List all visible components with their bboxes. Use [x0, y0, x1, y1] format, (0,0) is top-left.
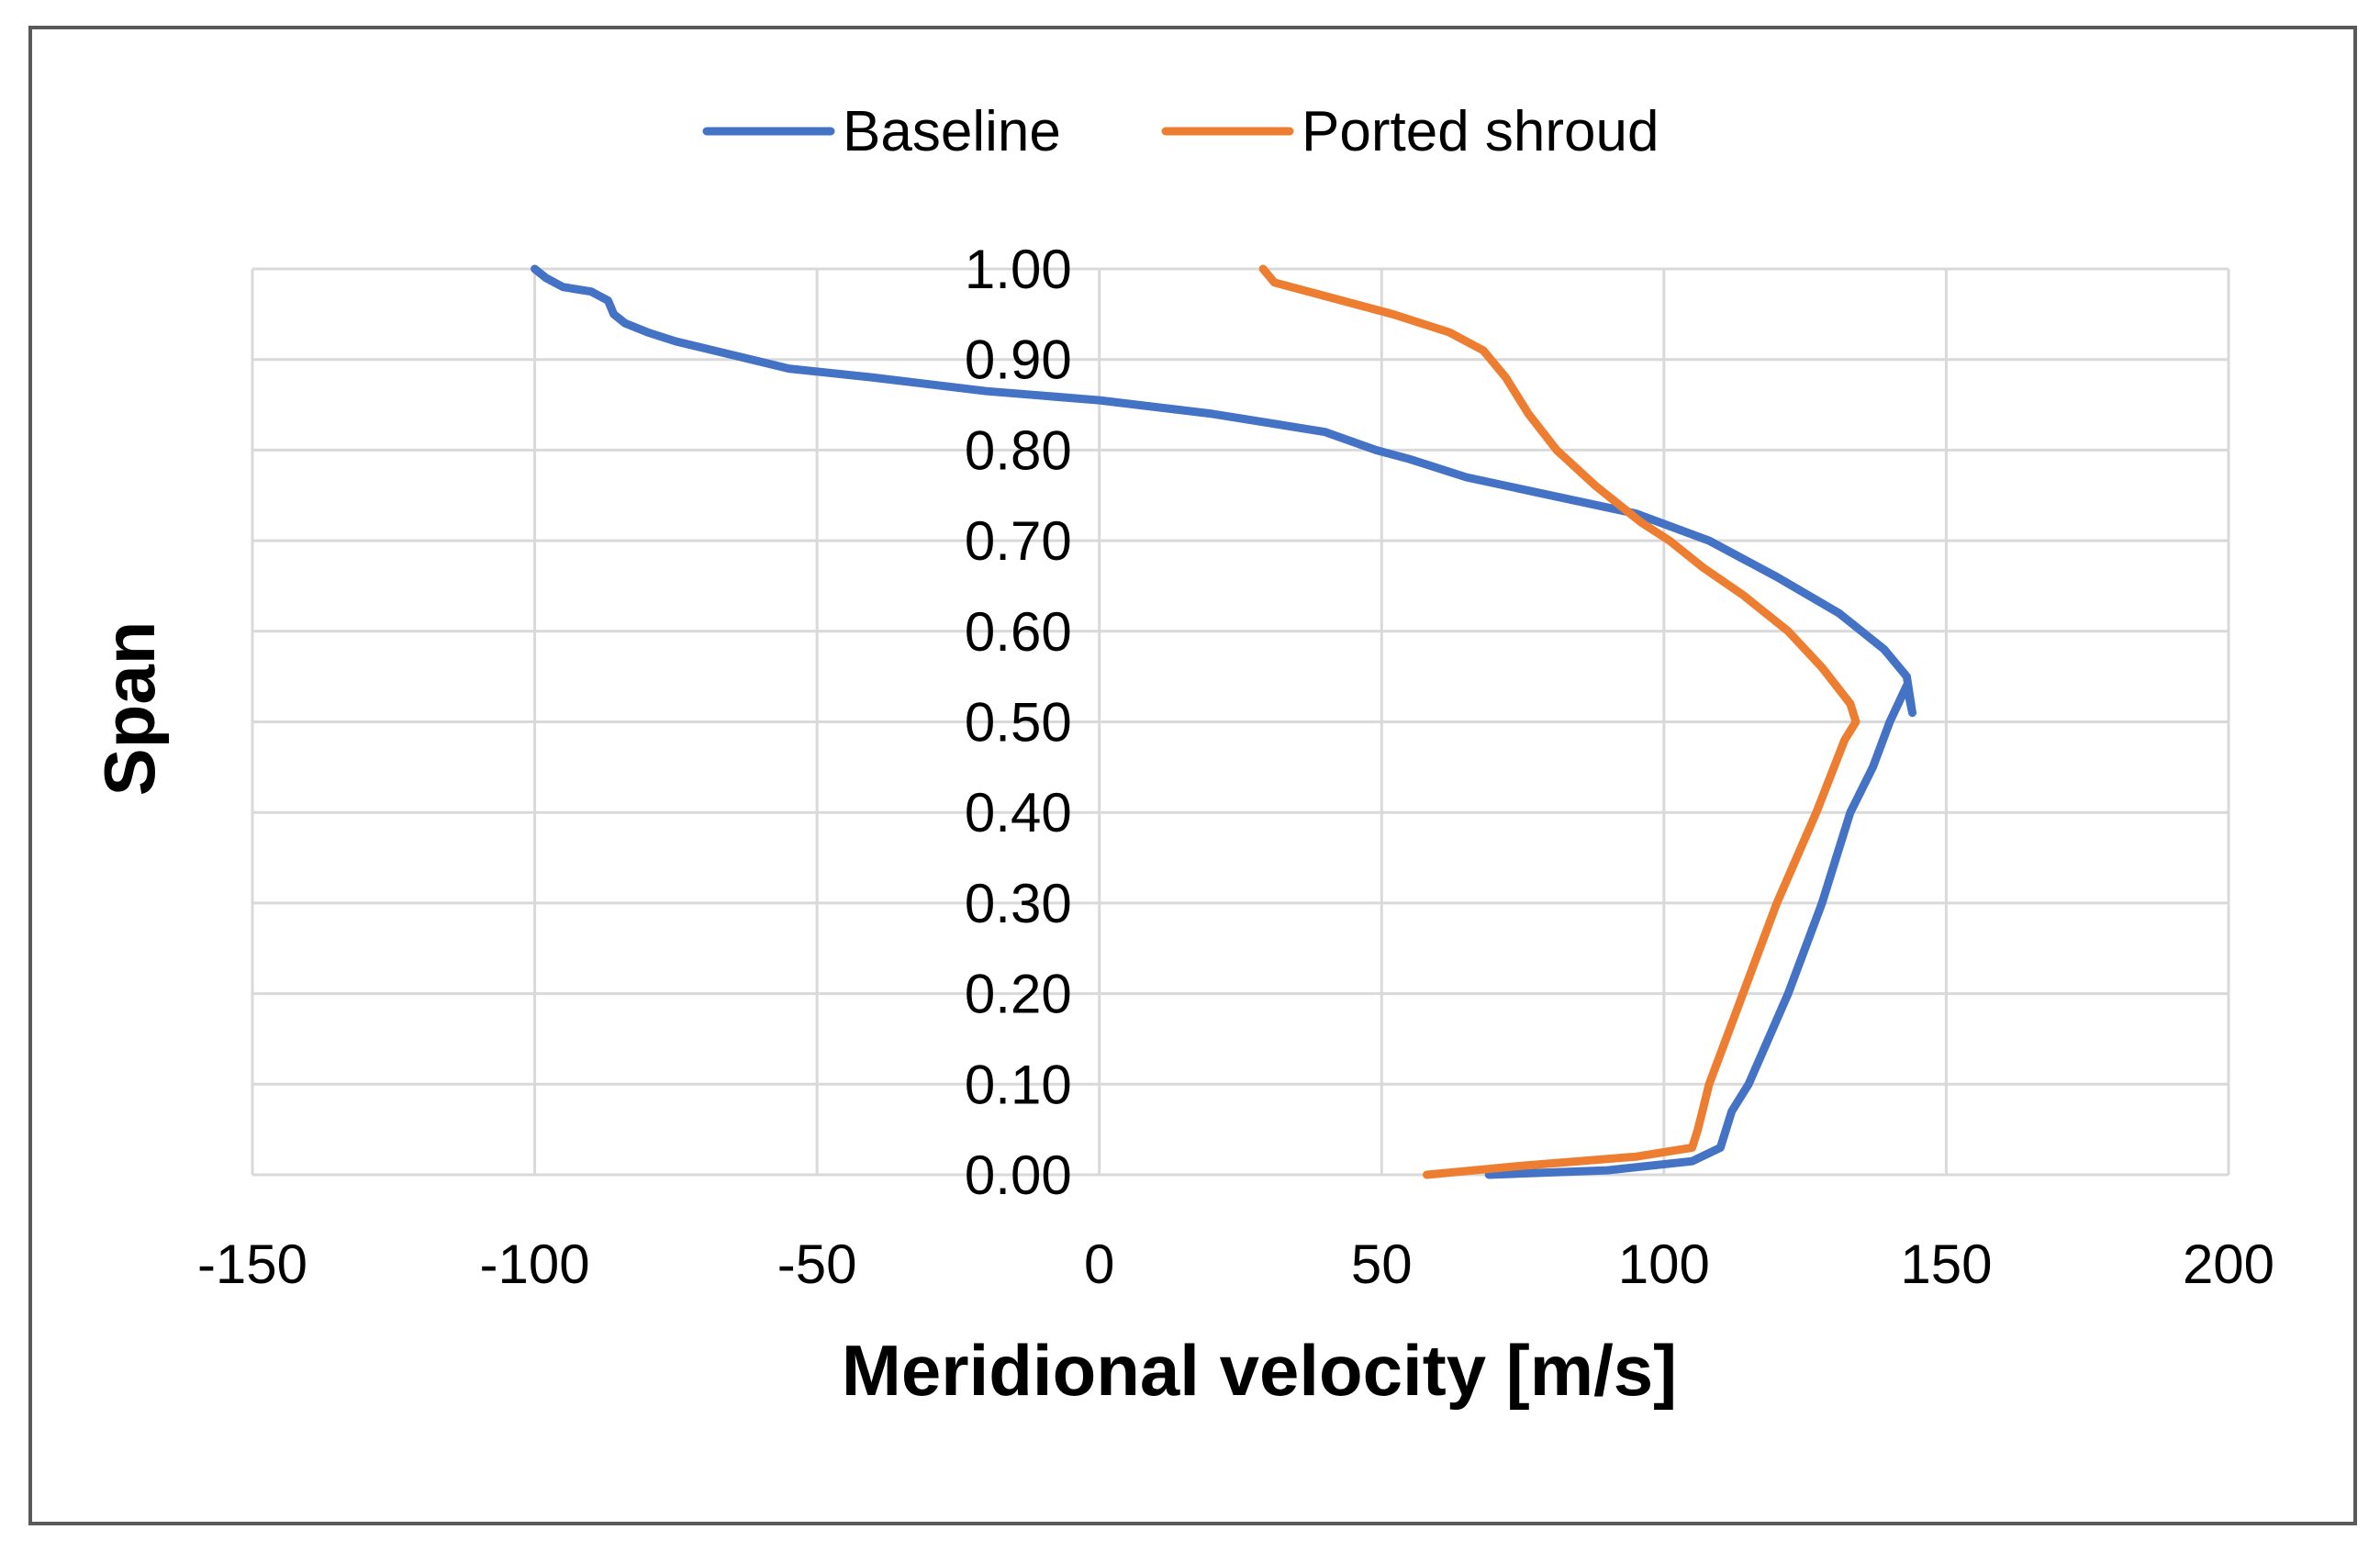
x-tick-label: 0 [1084, 1234, 1114, 1295]
legend: Baseline Ported shroud [702, 100, 1659, 163]
chart-frame [28, 26, 2357, 1525]
legend-baseline-label: Baseline [843, 100, 1061, 163]
y-tick-label: 0.40 [965, 782, 1072, 843]
legend-ported-shroud-label: Ported shroud [1302, 100, 1659, 163]
x-tick-label: -150 [197, 1234, 307, 1295]
y-axis-ticks: 0.00 0.10 0.20 0.30 0.40 0.50 0.60 0.70 0.80 0.90… [965, 239, 1072, 1206]
series-line-ported-shroud [1258, 264, 1860, 1179]
plot-series [531, 264, 1916, 1179]
y-tick-label: 0.00 [965, 1144, 1072, 1206]
x-tick-label: -100 [480, 1234, 590, 1295]
y-tick-label: 0.60 [965, 601, 1072, 663]
x-axis-ticks: -150 -100 -50 0 50 100 150 200 [197, 1234, 2274, 1295]
x-tick-label: 100 [1618, 1234, 1710, 1295]
y-tick-label: 1.00 [965, 239, 1072, 300]
y-tick-label: 0.80 [965, 419, 1072, 481]
x-tick-label: -50 [777, 1234, 857, 1295]
x-axis-title: Meridional velocity [m/s] [842, 1330, 1677, 1411]
x-tick-label: 150 [1900, 1234, 1992, 1295]
gridlines [251, 267, 2230, 1177]
x-tick-label: 200 [2183, 1234, 2274, 1295]
y-tick-label: 0.70 [965, 510, 1072, 572]
x-tick-label: 50 [1351, 1234, 1413, 1295]
y-tick-label: 0.90 [965, 329, 1072, 391]
y-tick-label: 0.20 [965, 964, 1072, 1025]
series-line-baseline [531, 264, 1916, 1179]
y-axis-title: Span [89, 621, 170, 797]
y-tick-label: 0.50 [965, 692, 1072, 754]
y-tick-label: 0.30 [965, 873, 1072, 934]
y-tick-label: 0.10 [965, 1054, 1072, 1115]
